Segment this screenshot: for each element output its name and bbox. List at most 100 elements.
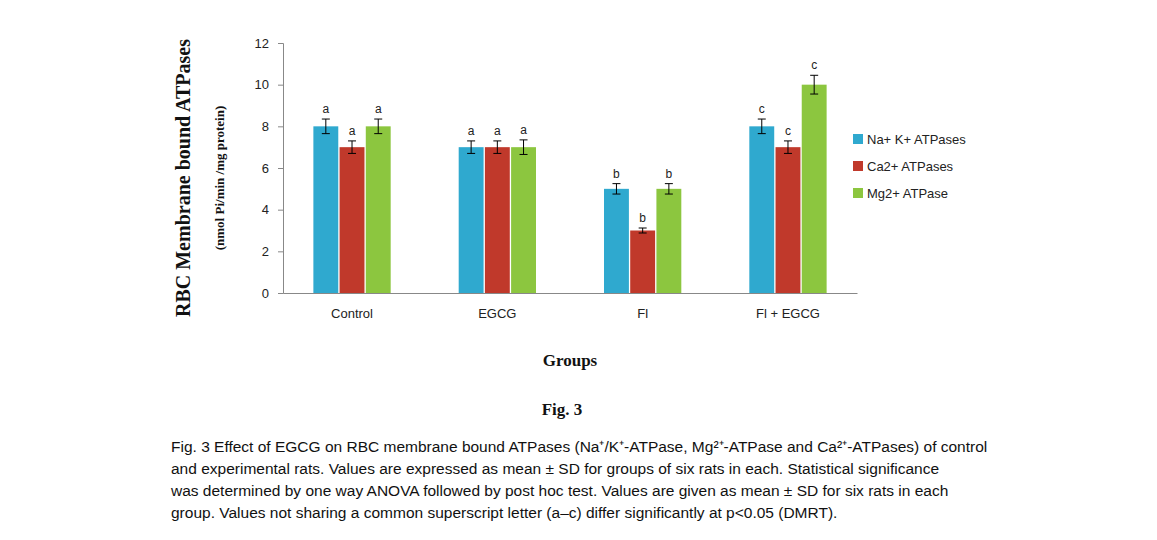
bar bbox=[656, 189, 681, 293]
caption-line: Fig. 3 Effect of EGCG on RBC membrane bo… bbox=[171, 438, 987, 455]
x-tick: Fl bbox=[637, 293, 648, 321]
series-group bbox=[366, 75, 827, 293]
y-tick: 8 bbox=[262, 119, 283, 134]
y-tick: 4 bbox=[262, 202, 283, 217]
error-bar-cap bbox=[520, 154, 528, 155]
legend-label: Mg2+ ATPase bbox=[867, 186, 948, 201]
legend-item: Na+ K+ ATPases bbox=[853, 132, 966, 147]
x-tick: EGCG bbox=[478, 293, 516, 321]
y-tick-label: 6 bbox=[262, 161, 269, 176]
error-bar-cap bbox=[348, 153, 356, 154]
error-bar-cap bbox=[612, 194, 620, 195]
significance-letter: c bbox=[785, 124, 791, 138]
y-tick-mark bbox=[278, 168, 283, 169]
significance-letter: a bbox=[322, 102, 329, 116]
legend-item: Ca2+ ATPases bbox=[853, 159, 954, 174]
caption-line: was determined by one way ANOVA followed… bbox=[170, 482, 948, 499]
y-tick: 10 bbox=[255, 77, 283, 92]
error-bar-cap bbox=[467, 153, 475, 154]
error-bar-cap bbox=[810, 75, 818, 76]
bar bbox=[459, 147, 484, 293]
series-group bbox=[313, 119, 774, 293]
error-bar-cap bbox=[810, 94, 818, 95]
bar bbox=[485, 147, 510, 293]
error-bar-stem bbox=[616, 184, 617, 194]
error-bar bbox=[493, 141, 501, 154]
y-tick-mark bbox=[278, 126, 283, 127]
y-tick: 2 bbox=[262, 244, 283, 259]
bar bbox=[313, 126, 338, 293]
y-tick-label: 12 bbox=[255, 36, 269, 51]
error-bar-stem bbox=[787, 141, 788, 154]
error-bar bbox=[322, 119, 330, 134]
legend-swatch bbox=[853, 188, 863, 198]
x-tick-label: Fl bbox=[637, 306, 648, 321]
y-tick: 0 bbox=[262, 286, 283, 301]
error-bar-stem bbox=[352, 141, 353, 154]
error-bar-cap bbox=[348, 140, 356, 141]
significance-letter: c bbox=[811, 58, 817, 72]
y-tick-mark bbox=[278, 251, 283, 252]
bar bbox=[604, 189, 629, 293]
series-group bbox=[340, 141, 801, 293]
legend: Na+ K+ ATPases Ca2+ ATPases Mg2+ ATPase bbox=[853, 132, 966, 201]
significance-letters: aabcaabcaabc bbox=[322, 58, 817, 225]
plot-marks bbox=[313, 75, 826, 293]
error-bar-cap bbox=[665, 183, 673, 184]
bar bbox=[749, 126, 774, 293]
y-tick-label: 4 bbox=[262, 202, 269, 217]
error-bar-stem bbox=[378, 119, 379, 134]
y-axis: 0 2 4 6 8 10 12 bbox=[255, 36, 284, 301]
error-bar-cap bbox=[784, 153, 792, 154]
error-bar-stem bbox=[761, 119, 762, 134]
y-axis-line bbox=[278, 44, 284, 294]
y-tick-label: 10 bbox=[255, 77, 269, 92]
bar bbox=[340, 147, 365, 293]
error-bar-cap bbox=[758, 133, 766, 134]
error-bar-stem bbox=[642, 228, 643, 233]
bar bbox=[630, 231, 655, 294]
caption-line: group. Values not sharing a common super… bbox=[171, 504, 837, 521]
x-axis-line bbox=[284, 293, 858, 294]
x-axis: ControlEGCGFlFl + EGCG bbox=[284, 293, 858, 321]
bar bbox=[776, 147, 801, 293]
legend-label: Na+ K+ ATPases bbox=[867, 132, 966, 147]
y-tick-label: 0 bbox=[262, 286, 269, 301]
error-bar bbox=[348, 141, 356, 154]
caption: Fig. 3 Effect of EGCG on RBC membrane bo… bbox=[170, 438, 987, 521]
x-tick: Control bbox=[331, 293, 373, 321]
y-tick-label: 2 bbox=[262, 244, 269, 259]
error-bar-stem bbox=[325, 119, 326, 134]
error-bar-stem bbox=[471, 141, 472, 154]
error-bar-cap bbox=[322, 119, 330, 120]
y-tick: 6 bbox=[262, 161, 283, 176]
legend-item: Mg2+ ATPase bbox=[853, 186, 948, 201]
y-tick-mark bbox=[278, 43, 283, 44]
significance-letter: a bbox=[468, 124, 475, 138]
legend-swatch bbox=[853, 134, 863, 144]
x-tick-label: EGCG bbox=[478, 306, 516, 321]
y-tick-mark bbox=[278, 210, 283, 211]
error-bar-stem bbox=[497, 141, 498, 154]
error-bar bbox=[784, 141, 792, 154]
error-bar bbox=[758, 119, 766, 134]
error-bar-cap bbox=[493, 153, 501, 154]
significance-letter: a bbox=[494, 124, 501, 138]
legend-swatch bbox=[853, 161, 863, 171]
error-bar-cap bbox=[758, 119, 766, 120]
caption-line: and experimental rats. Values are expres… bbox=[171, 460, 939, 477]
significance-letter: b bbox=[613, 167, 620, 181]
error-bar bbox=[520, 140, 528, 155]
significance-letter: c bbox=[759, 102, 765, 116]
significance-letter: b bbox=[639, 211, 646, 225]
error-bar-stem bbox=[668, 184, 669, 194]
error-bar-cap bbox=[665, 194, 673, 195]
error-bar-cap bbox=[639, 228, 647, 229]
error-bar-cap bbox=[639, 233, 647, 234]
x-tick-label: Control bbox=[331, 306, 373, 321]
significance-letter: b bbox=[666, 167, 673, 181]
error-bar-cap bbox=[520, 139, 528, 140]
error-bar bbox=[639, 228, 647, 233]
error-bar bbox=[467, 141, 475, 154]
significance-letter: a bbox=[349, 124, 356, 138]
